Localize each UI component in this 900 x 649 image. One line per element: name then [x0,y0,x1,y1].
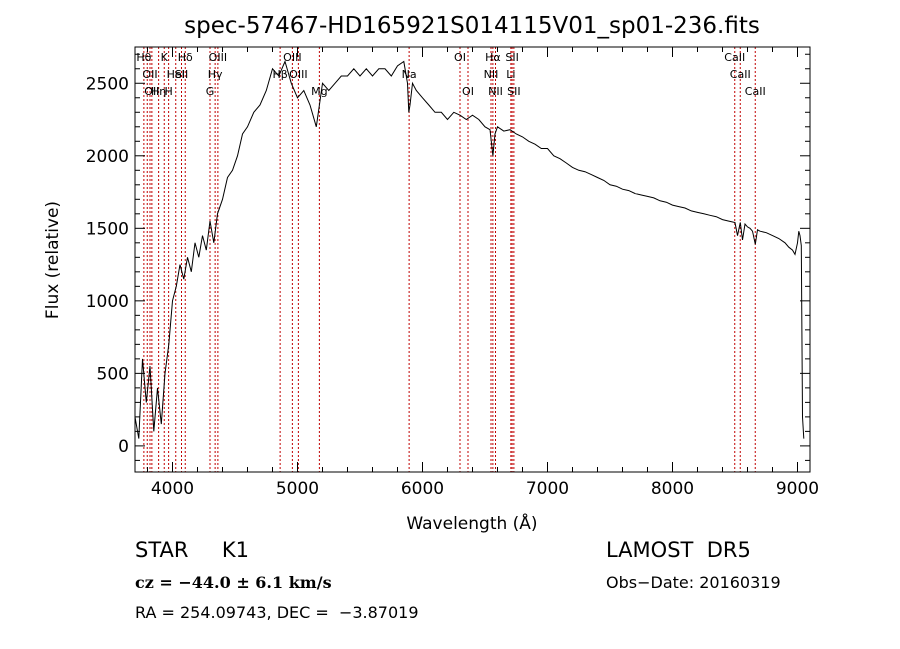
y-tick-label: 1000 [86,292,129,312]
line-markers [143,47,756,472]
chart-title: spec-57467-HD165921S014115V01_sp01-236.f… [184,13,760,39]
x-tick-label: 9000 [776,479,819,499]
line-label: Hα [485,51,501,64]
line-label: Hγ [208,68,223,81]
line-label: OIII [289,68,307,81]
line-label: Mg [311,85,327,98]
line-label: Na [402,68,417,81]
line-label: OII [142,68,157,81]
y-tick-label: 1500 [86,219,129,239]
line-label: NII [488,85,503,98]
y-tick-label: 2000 [86,147,129,167]
line-label: CaII [730,68,751,81]
survey-name: LAMOST DR5 [606,538,751,562]
x-axis-label: Wavelength (Å) [406,512,537,534]
x-tick-label: 7000 [526,479,569,499]
x-tick-label: 4000 [151,479,194,499]
x-tick-label: 6000 [401,479,444,499]
line-label: SII [505,51,518,64]
y-tick-label: 2500 [86,74,129,94]
line-label: OI [462,85,474,98]
line-label: Hβ [272,68,287,81]
plot-frame [134,46,811,473]
line-label: Hδ [178,51,193,64]
line-label: Li [506,68,515,81]
line-label: OI [454,51,466,64]
line-label: SII [175,68,188,81]
y-tick-label: 0 [118,437,129,457]
x-tick-label: 8000 [651,479,694,499]
line-label: CaII [724,51,745,64]
spectrum-line [134,60,805,439]
redshift-cz: cz = −44.0 ± 6.1 km/s [135,573,332,592]
line-label: G [206,85,215,98]
line-label: K [161,51,169,64]
line-label: OIII [209,51,227,64]
line-label: CaII [745,85,766,98]
line-label: H [164,85,172,98]
y-tick-label: 500 [97,364,129,384]
x-tick-label: 5000 [276,479,319,499]
line-label: OIII [283,51,301,64]
line-label: OII [144,85,159,98]
y-axis-label: Flux (relative) [43,201,63,319]
observation-date: Obs−Date: 20160319 [606,573,781,592]
line-label: Hη [151,85,166,98]
x-axis: 4000 5000 6000 7000 8000 9000 [147,47,819,499]
ra-dec: RA = 254.09743, DEC = −3.87019 [135,603,419,622]
object-class: STAR K1 [135,538,249,562]
line-label: SII [507,85,520,98]
line-labels: HθOIIOIIHηKHHeISIIHδGHγOIIIHβOIIIOIIIMgN… [136,51,765,98]
line-label: HeI [167,68,185,81]
line-label: Hθ [136,51,151,64]
y-axis: 0 500 1000 1500 2000 2500 [86,53,810,461]
line-label: NII [484,68,499,81]
